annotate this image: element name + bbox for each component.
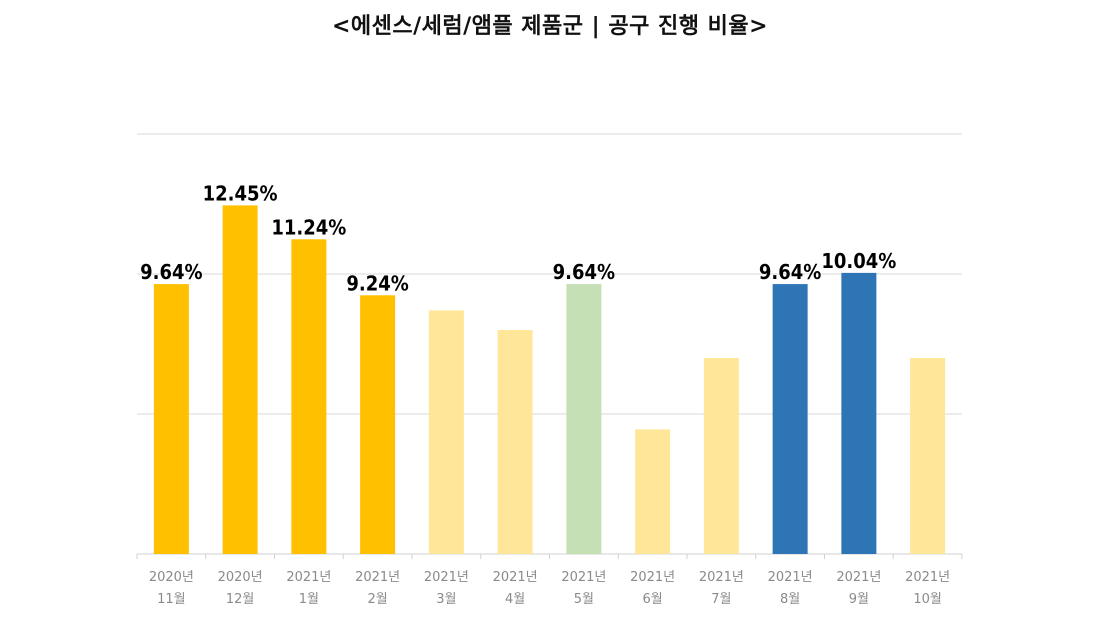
bar: [360, 295, 396, 554]
bar: [566, 284, 602, 554]
x-tick-label-month: 4월: [505, 592, 525, 607]
bar: [910, 358, 946, 554]
data-label: 9.64%: [140, 260, 202, 284]
x-tick-label-year: 2021년: [699, 570, 744, 585]
bar: [153, 284, 189, 554]
x-tick-label-month: 7월: [711, 592, 731, 607]
x-tick-label-month: 9월: [849, 592, 869, 607]
x-tick-label-year: 2021년: [768, 570, 813, 585]
bar: [772, 284, 808, 554]
data-label: 9.24%: [346, 271, 408, 295]
x-tick-label-month: 12월: [226, 592, 255, 607]
data-label: 11.24%: [271, 215, 346, 239]
data-label: 10.04%: [821, 249, 896, 273]
bar: [291, 239, 327, 554]
x-tick-label-month: 1월: [299, 592, 319, 607]
x-tick-label-year: 2021년: [561, 570, 606, 585]
x-tick-label-month: 11월: [157, 592, 186, 607]
x-tick-label-year: 2021년: [630, 570, 675, 585]
x-tick-label-year: 2021년: [424, 570, 469, 585]
chart-title: <에센스/세럼/앰플 제품군 | 공구 진행 비율>: [331, 14, 769, 39]
data-label: 12.45%: [203, 181, 278, 205]
bar: [497, 330, 533, 554]
x-tick-label-month: 10월: [913, 592, 942, 607]
data-label: 9.64%: [759, 260, 821, 284]
x-tick-label-month: 3월: [436, 592, 456, 607]
bar: [428, 310, 464, 554]
bar: [841, 272, 877, 554]
x-tick-label-year: 2020년: [218, 570, 263, 585]
data-label: 9.64%: [553, 260, 615, 284]
x-tick-label-month: 5월: [574, 592, 594, 607]
bar: [222, 205, 258, 554]
x-tick-label-year: 2021년: [493, 570, 538, 585]
x-tick-label-month: 6월: [643, 592, 663, 607]
x-tick-label-year: 2021년: [355, 570, 400, 585]
x-tick-label-year: 2021년: [836, 570, 881, 585]
bar: [703, 358, 739, 554]
x-tick-label-year: 2020년: [149, 570, 194, 585]
x-tick-label-year: 2021년: [905, 570, 950, 585]
x-tick-label-month: 2월: [368, 592, 388, 607]
x-tick-label-month: 8월: [780, 592, 800, 607]
bar: [635, 429, 671, 554]
x-tick-label-year: 2021년: [286, 570, 331, 585]
